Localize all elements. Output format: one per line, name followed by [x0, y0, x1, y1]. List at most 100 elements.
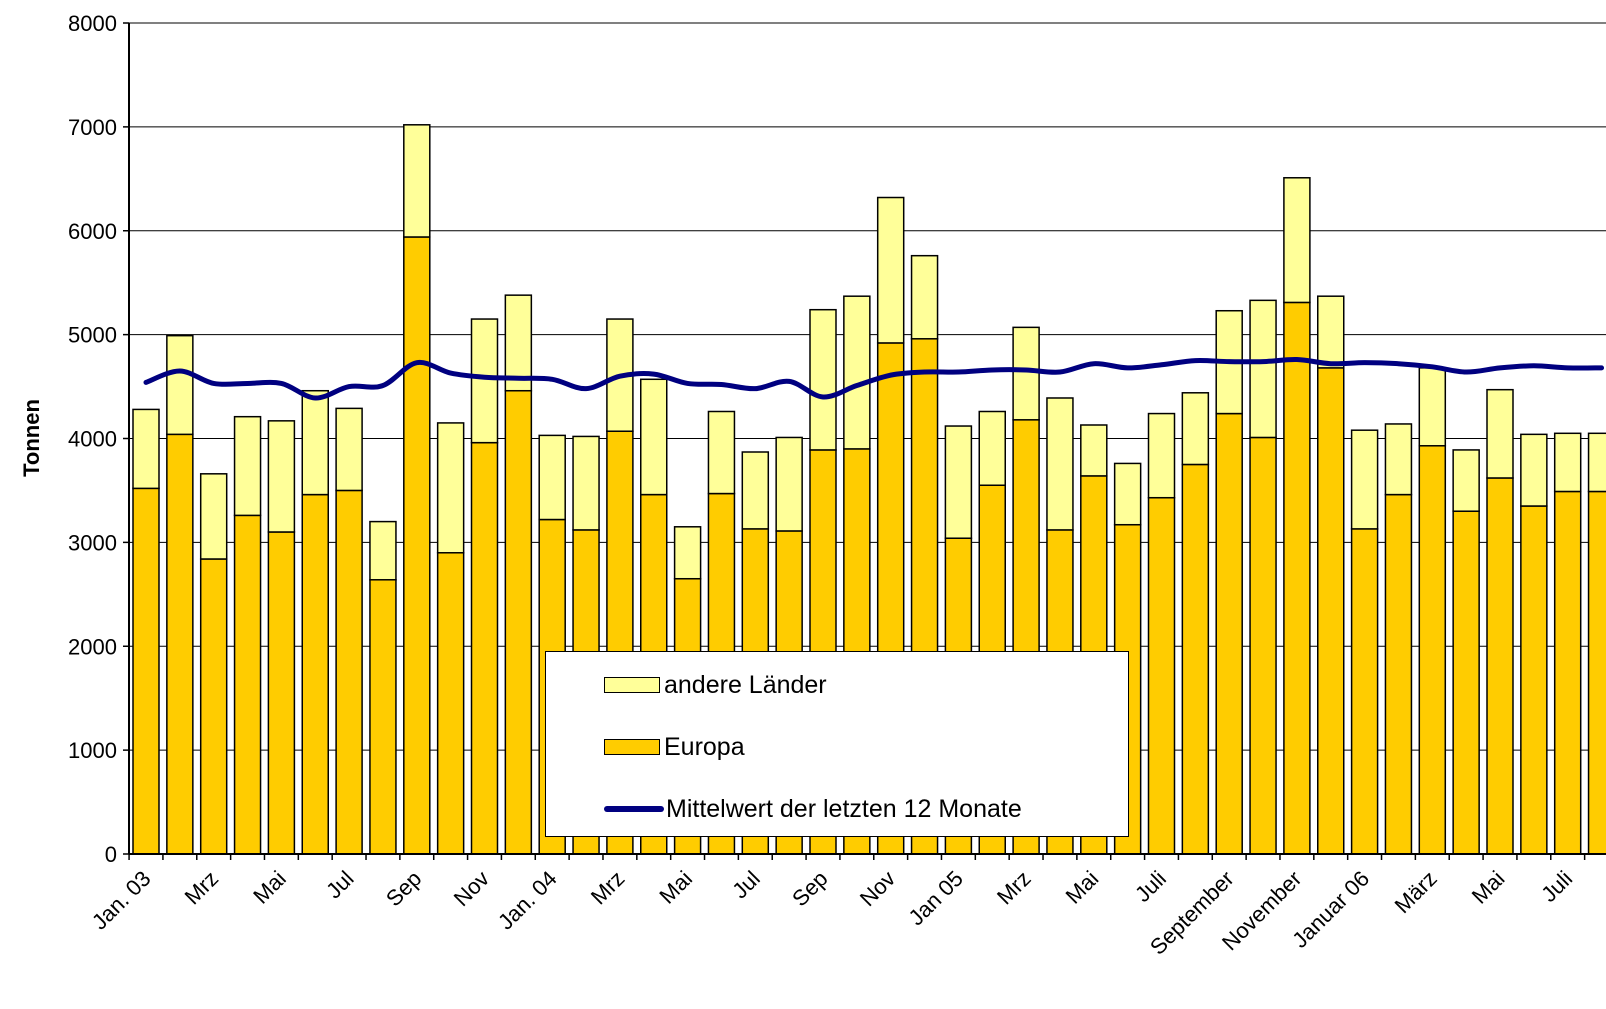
- bar-andere-laender: [301, 389, 329, 496]
- x-tick-label: Jan. 03: [87, 866, 156, 935]
- bar-europa: [504, 389, 533, 855]
- legend-label-mittelwert: Mittelwert der letzten 12 Monate: [666, 794, 1022, 823]
- bar-andere-laender: [741, 451, 770, 530]
- bar-europa: [1283, 301, 1311, 855]
- bar-andere-laender: [1080, 424, 1108, 477]
- y-axis-title: Tonnen: [19, 399, 44, 477]
- bar-andere-laender: [1113, 462, 1142, 526]
- bar-europa: [1350, 528, 1379, 855]
- x-tick-label: Juli: [1536, 866, 1577, 907]
- x-tick-label: Mai: [1061, 866, 1104, 909]
- bar-andere-laender: [1249, 299, 1277, 439]
- bar-andere-laender: [1147, 412, 1176, 499]
- bar-andere-laender: [1587, 432, 1606, 493]
- bar-andere-laender: [978, 410, 1006, 486]
- y-tick-label: 7000: [68, 115, 117, 140]
- bar-andere-laender: [843, 295, 871, 450]
- bar-andere-laender: [1520, 433, 1548, 507]
- legend-label-europa: Europa: [664, 732, 745, 761]
- x-tick-label: Nov: [855, 866, 900, 911]
- x-tick-label: Mai: [654, 866, 697, 909]
- legend: andere Länder Europa Mittelwert der letz…: [545, 651, 1129, 837]
- average-line-layer: [143, 357, 1605, 401]
- bar-europa: [369, 579, 397, 855]
- bar-andere-laender: [538, 434, 566, 521]
- bar-europa: [132, 487, 160, 855]
- bar-andere-laender: [1418, 367, 1447, 447]
- y-tick-label: 2000: [68, 634, 117, 659]
- legend-swatch-europa: [604, 739, 660, 755]
- bar-andere-laender: [199, 473, 228, 560]
- bar-europa: [1553, 490, 1582, 855]
- x-tick-label: Mrz: [180, 866, 224, 910]
- bar-andere-laender: [640, 378, 668, 496]
- bar-europa: [1249, 436, 1277, 855]
- bar-andere-laender: [436, 422, 465, 554]
- x-tick-label: Jul: [321, 866, 359, 904]
- legend-swatch-mittelwert: [604, 806, 664, 812]
- bar-europa: [1181, 463, 1210, 855]
- bar-andere-laender: [1553, 432, 1582, 493]
- x-tick-label: Mai: [248, 866, 291, 909]
- bar-andere-laender: [1317, 295, 1345, 369]
- bar-europa: [1520, 505, 1548, 855]
- legend-item-europa: Europa: [604, 732, 745, 762]
- bar-europa: [267, 531, 296, 855]
- x-tick-label: Jul: [727, 866, 765, 904]
- bar-andere-laender: [809, 308, 837, 451]
- x-tick-label: Jan 05: [904, 866, 968, 930]
- bar-europa: [1215, 412, 1243, 855]
- bar-europa: [1418, 445, 1447, 855]
- bar-europa: [1317, 367, 1345, 855]
- bar-europa: [436, 552, 465, 855]
- y-tick-label: 4000: [68, 427, 117, 452]
- bar-europa: [199, 558, 228, 855]
- bar-andere-laender: [166, 334, 194, 436]
- bar-europa: [1452, 510, 1480, 855]
- bar-europa: [233, 514, 262, 855]
- bar-andere-laender: [504, 294, 533, 392]
- y-tick-labels: 0 1000 2000 3000 4000 5000 6000 7000 8000: [68, 11, 117, 867]
- bar-andere-laender: [1486, 388, 1514, 479]
- bar-andere-laender: [1283, 177, 1311, 304]
- legend-label-andere-laender: andere Länder: [664, 670, 827, 699]
- bar-andere-laender: [1384, 423, 1413, 496]
- y-tick-label: 1000: [68, 738, 117, 763]
- y-tick-label: 6000: [68, 219, 117, 244]
- x-tick-label: Mrz: [586, 866, 630, 910]
- x-tick-label: Sep: [787, 866, 832, 911]
- y-tick-label: 0: [105, 842, 117, 867]
- average-line: [143, 357, 1605, 401]
- bar-andere-laender: [944, 425, 973, 539]
- x-tick-label: Mrz: [992, 866, 1036, 910]
- bar-andere-laender: [369, 520, 397, 581]
- bar-europa: [301, 493, 329, 855]
- bar-andere-laender: [1350, 429, 1379, 530]
- axes: [123, 22, 1606, 860]
- bar-europa: [1384, 493, 1413, 855]
- bar-andere-laender: [1046, 397, 1074, 531]
- bar-andere-laender: [267, 420, 296, 533]
- bar-andere-laender: [403, 124, 431, 238]
- bar-europa: [1147, 496, 1176, 855]
- x-tick-label: Nov: [449, 866, 494, 911]
- x-tick-label: Jan. 04: [493, 866, 562, 935]
- bar-andere-laender: [470, 318, 499, 444]
- bar-andere-laender: [1452, 449, 1480, 512]
- x-tick-label: Juli: [1130, 866, 1171, 907]
- x-tick-label: Mai: [1467, 866, 1510, 909]
- bar-andere-laender: [1181, 392, 1210, 466]
- bar-andere-laender: [132, 408, 160, 490]
- bar-andere-laender: [1012, 326, 1040, 421]
- x-tick-label: März: [1390, 866, 1442, 918]
- bar-andere-laender: [707, 410, 736, 495]
- bar-andere-laender: [335, 407, 363, 492]
- y-tick-label: 3000: [68, 530, 117, 555]
- bar-europa: [1587, 490, 1606, 855]
- bar-europa: [166, 433, 194, 855]
- bar-europa: [1486, 477, 1514, 855]
- bar-andere-laender: [572, 435, 600, 531]
- legend-item-andere-laender: andere Länder: [604, 670, 827, 700]
